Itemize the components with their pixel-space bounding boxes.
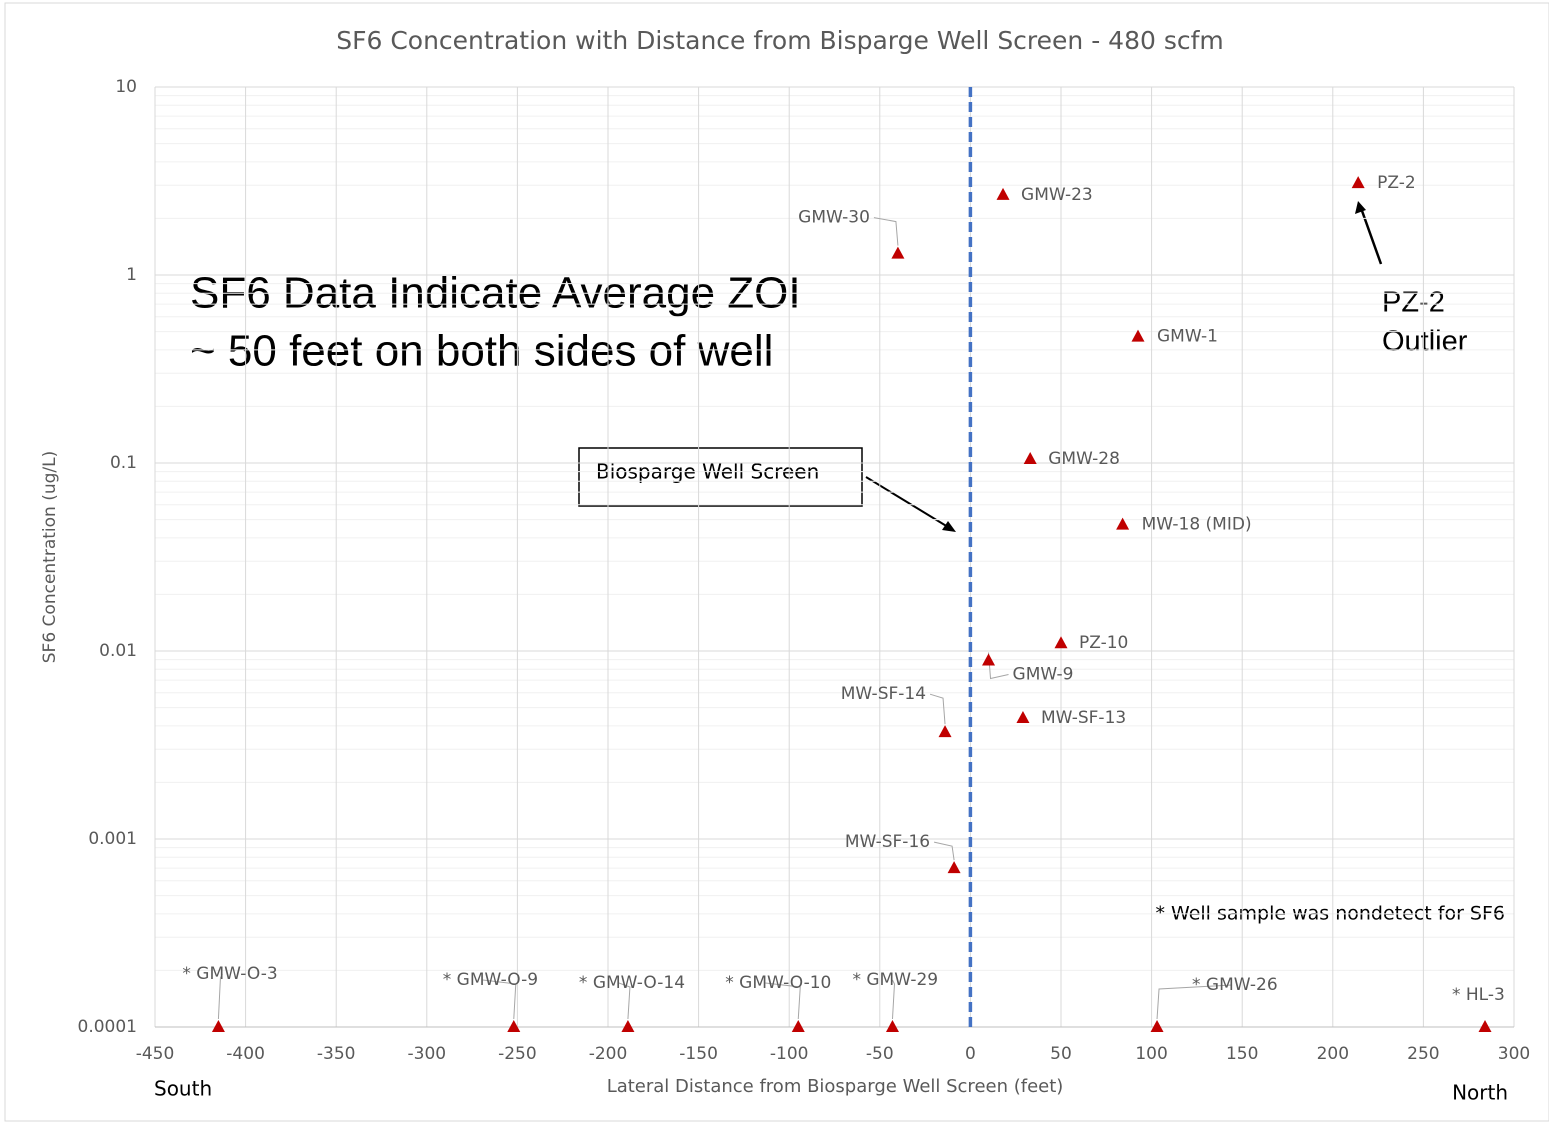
- x-tick-label: -450: [136, 1044, 175, 1064]
- point-label: * GMW-29: [852, 970, 938, 990]
- point-label: * GMW-O-3: [182, 964, 277, 984]
- outlier-note: PZ-2: [1382, 287, 1445, 319]
- chart-frame: [4, 2, 1549, 1122]
- north-label: North: [1452, 1081, 1508, 1105]
- y-tick-label: 10: [115, 77, 137, 97]
- point-label: PZ-10: [1079, 633, 1128, 653]
- point-label: GMW-28: [1048, 449, 1120, 469]
- x-tick-label: 150: [1226, 1044, 1258, 1064]
- marker: [885, 1020, 899, 1032]
- x-tick-label: 0: [965, 1044, 976, 1064]
- y-axis-label: SF6 Concentration (ug/L): [40, 451, 60, 663]
- point-label: MW-SF-16: [845, 832, 930, 852]
- well-screen-box: [578, 447, 863, 507]
- x-tick-label: -150: [679, 1044, 718, 1064]
- point-label: * GMW-O-14: [579, 973, 685, 993]
- marker: [891, 246, 905, 259]
- x-tick-label: -100: [770, 1044, 809, 1064]
- x-tick-label: -400: [226, 1044, 265, 1064]
- x-tick-label: 200: [1317, 1044, 1349, 1064]
- zoi-note: ~ 50 feet on both sides of well: [190, 327, 773, 376]
- x-tick-label: -200: [589, 1044, 628, 1064]
- point-label: * HL-3: [1452, 985, 1505, 1005]
- leader-line: [933, 841, 955, 861]
- leader-line: [929, 693, 946, 725]
- y-tick-label: 0.01: [99, 641, 137, 661]
- point-label: PZ-2: [1377, 173, 1416, 193]
- point-label: GMW-9: [1013, 665, 1074, 685]
- marker: [791, 1020, 805, 1032]
- marker: [1131, 329, 1145, 342]
- x-tick-label: -250: [498, 1044, 537, 1064]
- leader-line: [765, 982, 801, 1020]
- y-tick-label: 0.0001: [78, 1017, 137, 1037]
- leader-line: [873, 217, 899, 246]
- x-tick-label: -300: [408, 1044, 447, 1064]
- marker: [938, 725, 952, 738]
- y-tick-label: 0.001: [88, 829, 137, 849]
- x-tick-label: 100: [1135, 1044, 1167, 1064]
- point-label: * GMW-O-9: [443, 970, 538, 990]
- x-tick-label: 300: [1498, 1044, 1530, 1064]
- x-tick-label: -50: [866, 1044, 894, 1064]
- outlier-note: Outlier: [1382, 326, 1468, 358]
- x-axis-label: Lateral Distance from Biosparge Well Scr…: [607, 1076, 1064, 1097]
- y-tick-label: 0.1: [110, 453, 137, 473]
- leader-line: [618, 982, 631, 1020]
- outlier-arrow: [1359, 207, 1383, 265]
- point-label: MW-SF-14: [841, 684, 926, 704]
- marker: [1054, 636, 1068, 649]
- marker: [1016, 711, 1030, 724]
- marker: [1150, 1020, 1164, 1032]
- marker: [507, 1020, 521, 1032]
- south-label: South: [154, 1077, 212, 1101]
- point-label: GMW-30: [798, 208, 870, 228]
- leader-line: [217, 973, 223, 1020]
- marker: [996, 187, 1010, 200]
- point-label: * GMW-26: [1192, 975, 1278, 995]
- chart-title: SF6 Concentration with Distance from Bis…: [336, 26, 1224, 55]
- y-tick-label: 1: [126, 265, 137, 285]
- point-label: * GMW-O-10: [725, 973, 831, 993]
- well-screen-arrowhead: [942, 521, 956, 532]
- point-label: GMW-23: [1021, 185, 1093, 205]
- marker: [211, 1020, 225, 1032]
- marker: [1023, 452, 1037, 465]
- x-tick-label: 250: [1407, 1044, 1439, 1064]
- marker: [947, 861, 961, 874]
- point-label: MW-SF-13: [1041, 708, 1126, 728]
- x-tick-label: 50: [1050, 1044, 1072, 1064]
- marker: [1351, 176, 1365, 189]
- marker: [1116, 517, 1130, 530]
- leader-line: [1156, 984, 1233, 1020]
- marker: [1478, 1020, 1492, 1032]
- x-tick-label: -350: [317, 1044, 356, 1064]
- point-label: GMW-1: [1157, 327, 1218, 347]
- leader-line: [891, 979, 895, 1020]
- leader-line: [482, 979, 517, 1020]
- outlier-arrowhead: [1355, 201, 1366, 214]
- marker: [621, 1020, 635, 1032]
- point-label: MW-18 (MID): [1142, 515, 1252, 535]
- marker: [982, 653, 996, 666]
